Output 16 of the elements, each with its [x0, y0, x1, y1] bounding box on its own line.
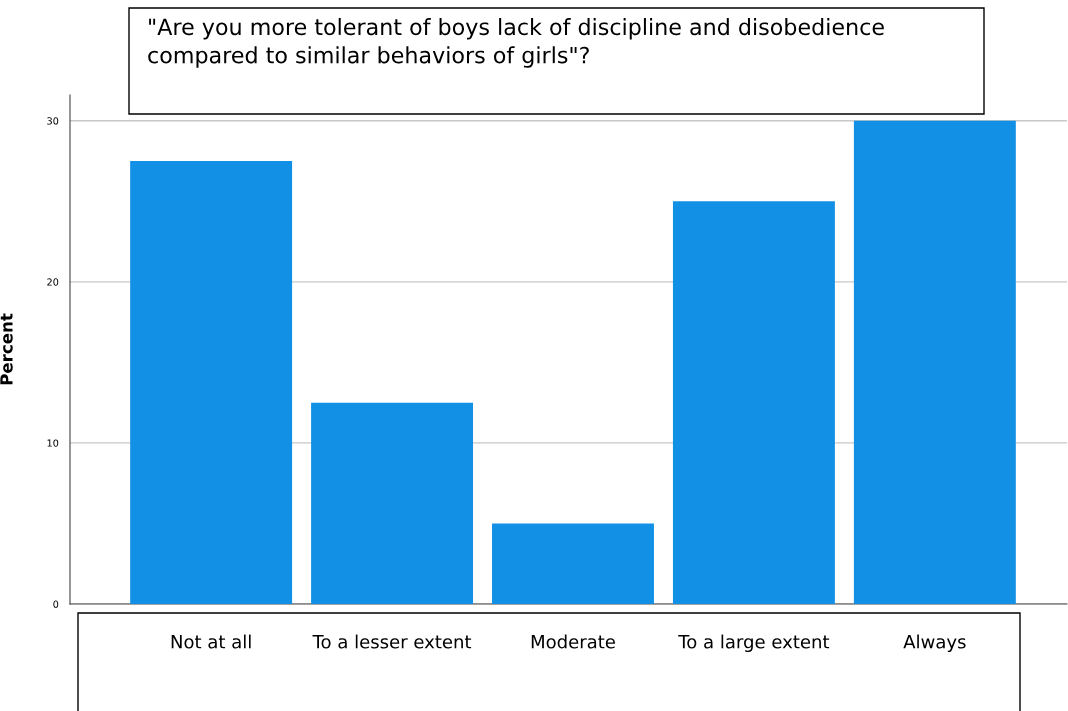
x-tick-label: Not at all	[171, 634, 251, 649]
y-tick-label: 30	[47, 117, 59, 125]
bar	[130, 161, 293, 604]
y-tick-label: 10	[47, 439, 59, 447]
bar	[311, 402, 474, 604]
chart-title: "Are you more tolerant of boys lack of discipline and disobedience compared to similar behaviors of girls"?	[148, 18, 884, 68]
bar	[492, 523, 654, 604]
x-tick-label: To a large extent	[678, 634, 830, 653]
x-tick-label: Always	[903, 634, 966, 653]
x-tick-label: Moderate	[531, 634, 615, 649]
x-tick-label: To a lesser extent	[312, 634, 472, 649]
bar	[672, 201, 835, 604]
y-axis-title: Percent	[0, 313, 13, 385]
y-tick-label: 20	[47, 278, 59, 286]
bar	[853, 120, 1016, 604]
y-tick-label: 0	[53, 600, 59, 608]
